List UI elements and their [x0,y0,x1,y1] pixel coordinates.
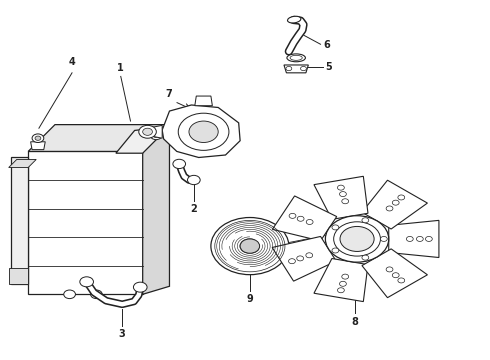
Circle shape [289,259,295,264]
Ellipse shape [288,16,301,23]
Circle shape [340,192,346,197]
Text: 6: 6 [323,40,330,50]
Circle shape [143,128,152,135]
Circle shape [332,225,339,230]
Polygon shape [116,126,170,153]
Polygon shape [314,176,368,219]
Circle shape [240,239,260,253]
Circle shape [325,216,389,262]
Circle shape [340,226,374,251]
Circle shape [386,267,393,272]
Polygon shape [143,125,170,294]
Circle shape [32,134,44,143]
Circle shape [342,199,348,204]
Polygon shape [28,125,170,152]
Text: 3: 3 [119,329,125,339]
Circle shape [139,125,156,138]
Text: 2: 2 [191,204,197,214]
Polygon shape [362,180,427,229]
Circle shape [150,131,162,140]
Circle shape [188,175,200,185]
Circle shape [286,66,292,71]
Polygon shape [162,105,240,157]
Circle shape [306,253,313,258]
Polygon shape [362,249,427,298]
Text: 5: 5 [325,63,332,72]
Circle shape [211,217,289,275]
Ellipse shape [290,55,302,60]
Circle shape [340,281,346,286]
Circle shape [306,220,313,225]
Circle shape [189,121,218,143]
Polygon shape [195,96,212,106]
Circle shape [91,290,102,298]
Circle shape [35,136,41,140]
Circle shape [338,185,344,190]
Ellipse shape [287,54,305,62]
Circle shape [380,237,387,242]
Text: 9: 9 [246,294,253,303]
Circle shape [416,237,423,242]
Circle shape [398,195,405,200]
Circle shape [153,133,159,138]
Circle shape [342,274,348,279]
Circle shape [297,216,304,221]
Polygon shape [389,220,439,257]
Circle shape [300,66,306,71]
Circle shape [332,248,339,253]
Polygon shape [314,258,368,302]
Polygon shape [11,157,28,284]
Polygon shape [9,267,28,284]
Circle shape [386,206,393,211]
Circle shape [133,282,147,292]
Circle shape [425,237,432,242]
Polygon shape [28,152,143,294]
Circle shape [289,213,296,219]
Circle shape [362,255,369,260]
Circle shape [338,288,344,293]
Circle shape [392,273,399,278]
Polygon shape [147,125,162,138]
Text: 7: 7 [165,89,172,99]
Circle shape [297,256,304,261]
Circle shape [64,290,75,298]
Circle shape [406,237,413,242]
Circle shape [178,113,229,150]
Circle shape [80,277,94,287]
Text: 1: 1 [118,63,124,73]
Circle shape [173,159,186,168]
Text: 8: 8 [351,317,358,327]
Polygon shape [272,237,336,281]
Polygon shape [272,196,337,241]
Polygon shape [9,159,36,167]
Circle shape [392,200,399,205]
Circle shape [362,218,369,223]
Polygon shape [30,142,45,150]
Text: 4: 4 [69,58,75,67]
Polygon shape [284,65,308,73]
Circle shape [398,278,405,283]
Circle shape [334,222,380,256]
